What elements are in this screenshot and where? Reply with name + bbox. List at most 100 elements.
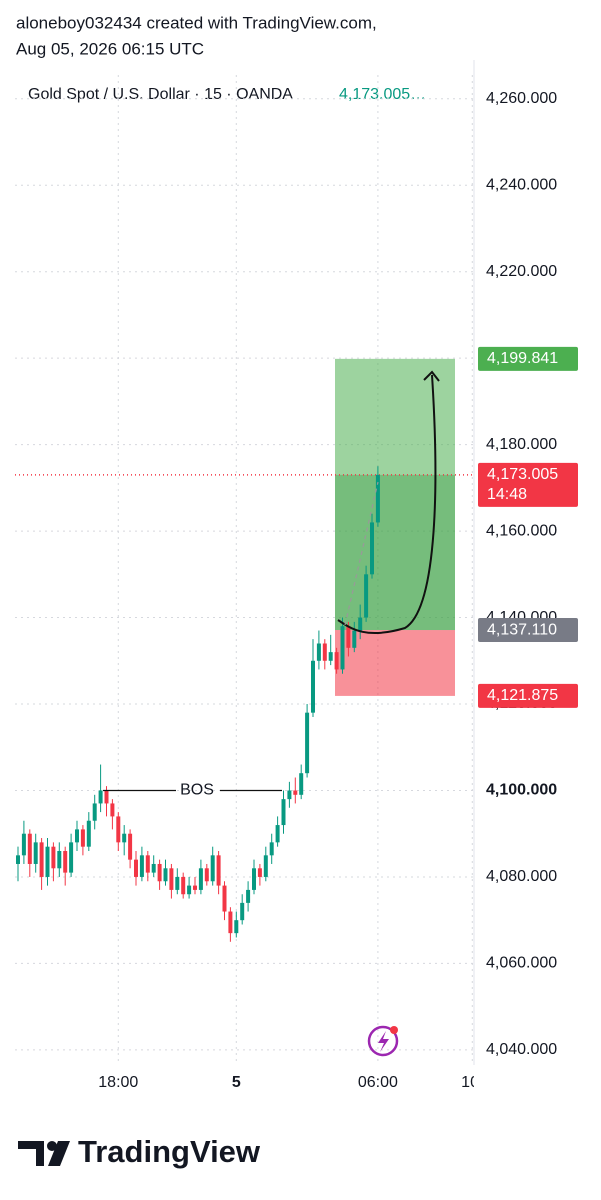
price-axis: 4,040.000 4,060.000 4,080.000 4,100.000 4,12… xyxy=(478,90,578,1058)
candle-body xyxy=(33,842,38,864)
candle-body xyxy=(104,790,109,804)
legend-price: 4,173.005… xyxy=(339,86,426,103)
x-tick-label: 18:00 xyxy=(98,1074,138,1091)
y-tick-label: 4,220.000 xyxy=(486,263,557,280)
alert-icon xyxy=(367,1025,399,1057)
logo-t xyxy=(18,1141,44,1166)
candle-body xyxy=(322,643,327,661)
candle-body xyxy=(281,799,286,826)
price-label: 4,137.110 xyxy=(487,621,557,638)
header-author: aloneboy032434 created with TradingView.… xyxy=(16,13,377,32)
time-axis: 18:00 5 06:00 10: xyxy=(98,1074,483,1091)
x-tick-label: 5 xyxy=(232,1074,241,1091)
bos-label: BOS xyxy=(180,782,214,799)
brand-logo: TradingView xyxy=(18,1134,261,1169)
candle-body xyxy=(293,790,298,795)
candle-body xyxy=(157,863,162,882)
candle-body xyxy=(334,652,339,670)
candle-body xyxy=(364,574,369,618)
y-tick-label: 4,240.000 xyxy=(486,176,557,193)
candle-body xyxy=(181,876,186,895)
candle-body xyxy=(128,833,133,860)
open-profit-zone xyxy=(335,474,455,631)
candle-body xyxy=(16,855,20,864)
candle-body xyxy=(145,855,150,873)
candle-body xyxy=(21,833,26,856)
candle-body xyxy=(169,868,174,890)
x-tick-label: 06:00 xyxy=(358,1074,398,1091)
candle-body xyxy=(51,846,56,869)
arrow-head xyxy=(423,370,440,382)
projection-line xyxy=(344,481,379,626)
countdown-label: 14:48 xyxy=(487,486,527,503)
candle-body xyxy=(45,846,50,877)
candle-body xyxy=(151,863,156,873)
arrow-curve xyxy=(337,374,437,635)
candle-body xyxy=(370,522,374,575)
candle-body xyxy=(216,855,221,886)
logo-v xyxy=(48,1141,70,1166)
price-label-bg xyxy=(478,618,578,643)
candle-body xyxy=(98,790,103,804)
x-tick-label: 10: xyxy=(461,1074,483,1091)
candle-body xyxy=(305,712,310,774)
y-tick-label: 4,160.000 xyxy=(486,522,557,539)
candle-body xyxy=(240,902,245,921)
candle-body xyxy=(311,660,315,713)
candle-body xyxy=(204,868,209,882)
annotations: BOS xyxy=(103,370,440,1057)
y-tick-label: 4,100.000 xyxy=(486,782,557,799)
candle-body xyxy=(358,617,363,631)
candle-body xyxy=(234,920,239,934)
candle-body xyxy=(139,855,144,877)
price-label: 4,121.875 xyxy=(487,687,558,704)
y-tick-label: 4,260.000 xyxy=(486,90,557,107)
candle-body xyxy=(228,911,233,934)
candle-body xyxy=(257,868,262,877)
candle-body xyxy=(175,876,180,890)
candle-body xyxy=(287,790,292,800)
price-label-bg xyxy=(478,462,578,507)
candle-body xyxy=(193,885,197,890)
candle-body xyxy=(63,851,68,873)
price-label-bg xyxy=(478,346,578,371)
candle-body xyxy=(86,820,91,847)
y-tick-label: 4,080.000 xyxy=(486,868,557,885)
candle-body xyxy=(275,825,280,843)
header-date: Aug 05, 2026 06:15 UTC xyxy=(16,39,204,58)
candle-body xyxy=(316,643,321,661)
candle-body xyxy=(346,626,351,648)
candle-body xyxy=(222,885,227,912)
logo-dot xyxy=(47,1141,57,1151)
alert-bolt xyxy=(378,1031,389,1052)
candle-body xyxy=(92,803,97,821)
candle-body xyxy=(246,889,251,903)
candle-body xyxy=(187,885,192,895)
candles xyxy=(16,466,380,942)
candle-body xyxy=(122,833,127,843)
candle-body xyxy=(80,829,85,847)
candle-body xyxy=(252,868,256,890)
y-tick-label: 4,040.000 xyxy=(486,1041,557,1058)
chart-title: Gold Spot / U.S. Dollar · 15 · OANDA xyxy=(28,86,293,103)
alert-dot xyxy=(390,1026,398,1034)
candle-body xyxy=(134,859,138,877)
candle-body xyxy=(163,868,168,882)
candle-body xyxy=(352,630,357,648)
candle-body xyxy=(328,652,333,661)
candle-body xyxy=(269,842,274,856)
brand-name: TradingView xyxy=(78,1134,261,1169)
candle-body xyxy=(39,842,44,877)
price-label-bg xyxy=(478,683,578,708)
candle-body xyxy=(263,855,268,877)
candle-body xyxy=(75,829,79,843)
candle-body xyxy=(110,803,115,817)
candle-body xyxy=(375,474,380,523)
candle-body xyxy=(299,773,304,795)
y-tick-label: 4,180.000 xyxy=(486,436,557,453)
y-tick-label: 4,060.000 xyxy=(486,955,557,972)
price-label: 4,199.841 xyxy=(487,350,558,367)
candle-body xyxy=(27,833,32,864)
